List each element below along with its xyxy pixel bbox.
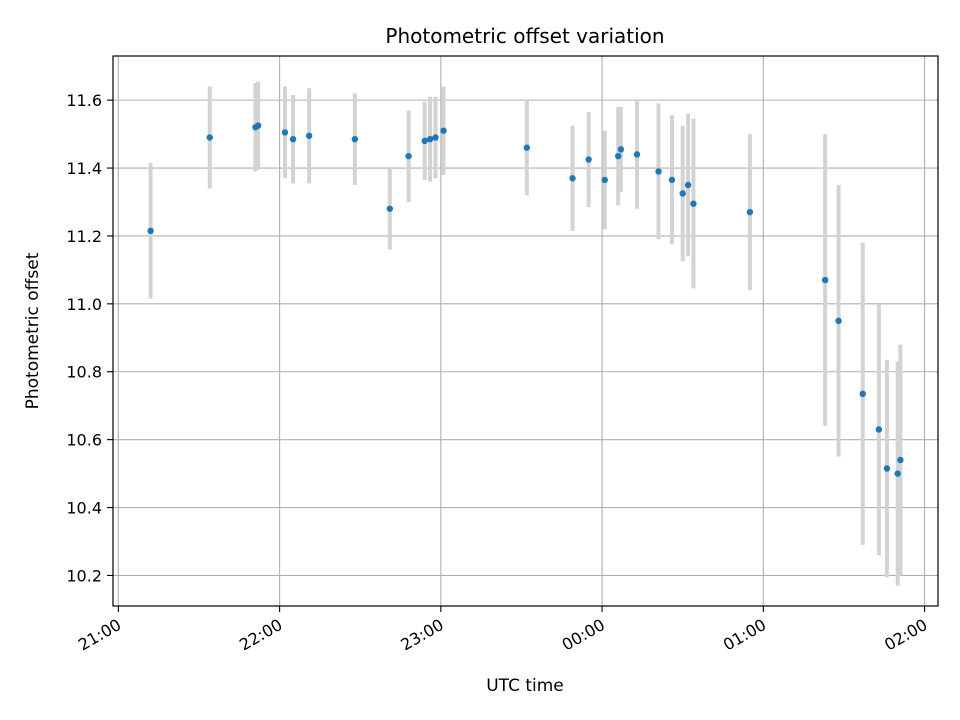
y-tick-label: 10.2 — [66, 566, 102, 585]
data-point — [405, 152, 412, 160]
y-tick-label: 10.8 — [66, 363, 102, 382]
data-point — [859, 390, 866, 398]
x-tick-label: 01:00 — [720, 615, 769, 655]
data-point — [633, 151, 641, 158]
y-tick-label: 10.6 — [66, 431, 102, 450]
data-point — [617, 146, 625, 153]
data-point — [147, 227, 154, 235]
plot-frame — [112, 55, 939, 607]
data-point — [615, 152, 622, 160]
data-point — [821, 276, 829, 284]
data-point — [679, 190, 686, 197]
data-point — [305, 132, 313, 139]
error-bars — [148, 81, 903, 586]
data-point — [386, 205, 393, 212]
data-point — [690, 200, 697, 207]
data-point — [668, 176, 676, 184]
data-point — [426, 135, 434, 143]
data-point — [746, 208, 754, 216]
data-point — [684, 181, 692, 189]
y-axis-ticks: 10.2 10.4 10.6 10.8 11.0 11.2 11.4 11.6 — [66, 91, 113, 585]
data-point — [440, 127, 447, 134]
data-point — [655, 168, 662, 175]
data-point — [601, 176, 608, 184]
data-point — [897, 456, 904, 464]
data-point — [585, 156, 592, 163]
y-tick-label: 11.0 — [66, 295, 102, 314]
y-axis-title: Photometric offset — [23, 252, 43, 409]
x-tick-label: 21:00 — [75, 615, 124, 655]
x-tick-label: 00:00 — [559, 615, 608, 655]
chart-title: Photometric offset variation — [385, 24, 664, 48]
data-point — [281, 129, 289, 136]
x-axis-ticks: 21:00 22:00 23:00 00:00 01:00 02:00 — [75, 606, 931, 655]
y-tick-label: 11.4 — [66, 159, 102, 178]
data-points — [147, 122, 904, 477]
x-tick-label: 23:00 — [397, 615, 446, 655]
y-tick-label: 11.6 — [66, 91, 102, 110]
data-point — [883, 465, 891, 472]
data-point — [569, 175, 576, 182]
x-tick-label: 22:00 — [236, 615, 285, 655]
y-tick-label: 11.2 — [66, 227, 102, 246]
x-tick-label: 02:00 — [881, 615, 930, 655]
data-point — [432, 134, 439, 141]
data-point — [351, 135, 359, 143]
x-axis-title: UTC time — [486, 676, 564, 696]
data-point — [835, 317, 842, 325]
data-point — [421, 137, 428, 145]
data-point — [894, 470, 901, 477]
data-point — [875, 426, 883, 433]
data-point — [254, 122, 262, 129]
data-point — [206, 134, 213, 141]
y-tick-label: 10.4 — [66, 499, 102, 518]
data-point — [523, 144, 531, 151]
data-point — [289, 135, 297, 143]
